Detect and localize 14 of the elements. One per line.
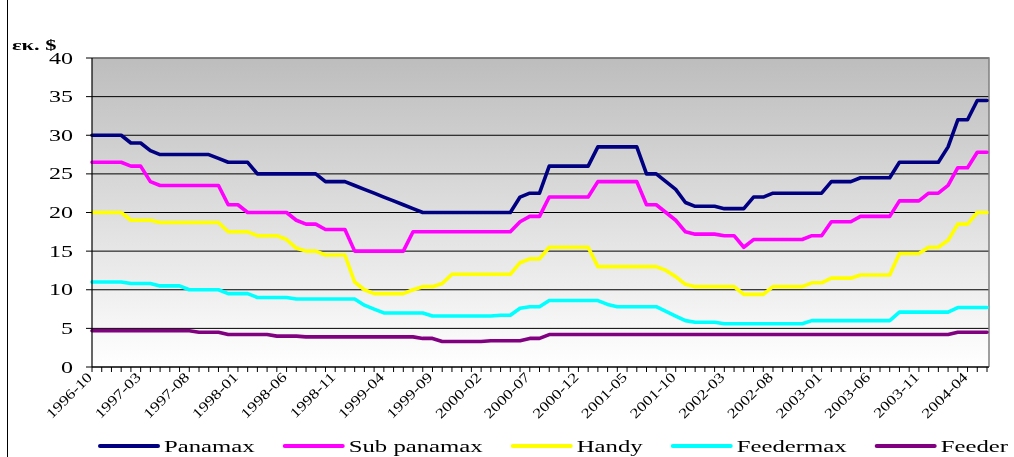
y-tick-label: 20 [49, 203, 73, 222]
y-tick-label: 30 [49, 126, 73, 144]
y-tick-label: 5 [61, 319, 73, 338]
legend-label: Handy [576, 437, 644, 456]
legend-label: Feeder [940, 437, 1008, 456]
y-tick-label: 15 [49, 242, 73, 260]
y-tick-label: 10 [49, 281, 73, 299]
y-axis-title: εκ. $ [12, 36, 58, 54]
legend-label: Feedermax [736, 437, 848, 456]
y-tick-label: 35 [49, 88, 73, 106]
y-tick-label: 25 [49, 165, 73, 183]
legend-label: Panamax [164, 437, 256, 456]
legend-label: Sub panamax [348, 437, 484, 456]
y-tick-label: 0 [61, 358, 73, 376]
